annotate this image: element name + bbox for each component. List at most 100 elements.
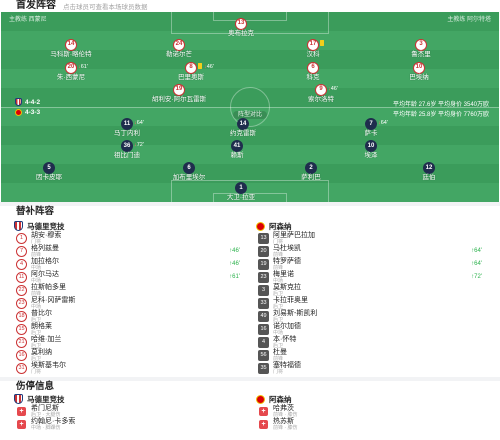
substitution-in-time: ↑64' [471, 261, 482, 267]
home-player[interactable]: 17 汉科 [273, 39, 353, 59]
home-team-name: 马德里竞技 [27, 221, 65, 231]
home-player[interactable]: 8 巴里奥斯 ↓46' [151, 62, 231, 82]
home-sub-row[interactable]: 7 格列兹曼 前锋 ↑46' [14, 245, 244, 258]
home-sub-row[interactable]: 16 莫利纳 后卫 [14, 349, 244, 362]
atletico-crest-icon [14, 221, 23, 231]
substitution-out-label: ↓64' [134, 120, 144, 126]
player-name: 埃泽 [364, 152, 378, 159]
substitution-out-label: ↓72' [134, 142, 144, 148]
goal-box-bottom [213, 193, 287, 202]
penalty-box-top [171, 12, 329, 34]
home-player[interactable]: 6 科克 [273, 62, 353, 82]
away-player[interactable]: 36 祖比门迪 ↓72' [87, 140, 167, 160]
player-name: 热苏斯 [273, 418, 294, 425]
home-team-header[interactable]: 马德里竞技 [14, 220, 244, 232]
injury-reason: 前锋 · 膝伤 [273, 424, 298, 431]
lineup-hint: 点击球员可查看本场球员数据 [63, 4, 148, 11]
away-player[interactable]: 14 约克雷斯 [203, 118, 283, 138]
away-injury-row[interactable]: + 热苏斯 前锋 · 膝伤 [256, 418, 486, 431]
away-team-header[interactable]: 阿森纳 [256, 220, 486, 232]
player-position: 中场 [31, 303, 42, 310]
away-sub-row[interactable]: 49 刘易斯-斯凯利 后卫 [256, 310, 486, 323]
center-label: 阵型对比 [1, 103, 499, 121]
sub-out-arrow-icon: ↓ [204, 64, 207, 70]
home-sub-row[interactable]: 1 胡安·穆索 门将 [14, 232, 244, 245]
player-number-badge: 35 [258, 363, 269, 374]
away-injury-team-header[interactable]: 阿森纳 [256, 393, 486, 405]
player-number-badge: 14 [65, 39, 77, 51]
away-player[interactable]: 41 赖斯 [197, 140, 277, 160]
player-name: 巴埃纳 [409, 74, 429, 81]
player-position: 后卫 [273, 303, 284, 310]
home-sub-row[interactable]: 22 拉斯帕多里 前锋 [14, 284, 244, 297]
player-name: 马丁内利 [114, 130, 140, 137]
away-player[interactable]: 7 萨卡 ↓64' [331, 118, 411, 138]
home-sub-row[interactable]: 15 朗格莱 后卫 [14, 323, 244, 336]
home-player[interactable]: 13 奥布拉克 [201, 18, 281, 38]
home-injuries-column: 马德里竞技 + 希门尼斯 后卫 · 大腿伤 + 约翰尼·卡多索 中场 · 脚踝伤 [14, 393, 244, 431]
away-sub-row[interactable]: 4 本·怀特 后卫 [256, 336, 486, 349]
player-name: 埃斯基韦尔 [31, 362, 66, 369]
away-player[interactable]: 12 廷伯 [389, 162, 469, 182]
player-number-badge: 5 [43, 162, 55, 174]
home-injury-row[interactable]: + 约翰尼·卡多索 中场 · 脚踝伤 [14, 418, 244, 431]
sub-out-arrow-icon: ↓ [328, 86, 331, 92]
section-title-lineup: 首发阵容 [16, 0, 56, 11]
player-name: 特罗萨德 [273, 258, 301, 265]
player-name: 诺尔加德 [273, 323, 301, 330]
away-player[interactable]: 6 加布里埃尔 [149, 162, 229, 182]
section-title-subs: 替补阵容 [16, 206, 55, 217]
away-injury-row[interactable]: + 哈弗茨 前锋 · 膝伤 [256, 405, 486, 418]
home-player[interactable]: 24 勒诺尔芒 [139, 39, 219, 59]
home-player[interactable]: 20 朱·西蒙尼 ↓61' [31, 62, 111, 82]
player-name: 塞特福德 [273, 362, 301, 369]
away-player[interactable]: 11 马丁内利 ↓64' [87, 118, 167, 138]
player-number-badge: 31 [16, 363, 27, 374]
home-sub-row[interactable]: 4 加拉格尔 中场 ↑46' [14, 258, 244, 271]
player-number-badge: 19 [173, 84, 185, 96]
home-sub-row[interactable]: 31 埃斯基韦尔 门将 [14, 362, 244, 375]
player-position: 后卫 [31, 329, 42, 336]
home-sub-row[interactable]: 18 普比尔 后卫 [14, 310, 244, 323]
away-sub-row[interactable]: 35 塞特福德 门将 [256, 362, 486, 375]
home-injury-team-header[interactable]: 马德里竞技 [14, 393, 244, 405]
home-player[interactable]: 10 巴埃纳 [379, 62, 459, 82]
away-sub-row[interactable]: 33 卡拉菲奥里 后卫 [256, 297, 486, 310]
home-player[interactable]: 3 鲁杰里 [381, 39, 461, 59]
away-sub-row[interactable]: 19 特罗萨德 前锋 ↑64' [256, 258, 486, 271]
away-player[interactable]: 10 埃泽 [331, 140, 411, 160]
player-name: 朱·西蒙尼 [56, 74, 86, 81]
home-sub-row[interactable]: 21 哈维·加兰 后卫 [14, 336, 244, 349]
player-name: 约翰尼·卡多索 [31, 418, 76, 425]
player-number-badge: 20 [65, 62, 77, 74]
away-sub-row[interactable]: 20 马杜埃凯 前锋 ↑64' [256, 245, 486, 258]
player-position: 后卫 [31, 355, 42, 362]
player-name: 索尔洛特 [308, 96, 334, 103]
away-sub-row[interactable]: 56 杜曼 前锋 [256, 349, 486, 362]
away-player[interactable]: 1 大卫·拉亚 [201, 182, 281, 202]
home-player[interactable]: 19 胡利安·阿尔瓦雷斯 [139, 84, 219, 104]
home-player[interactable]: 14 马科斯·略伦特 [31, 39, 111, 59]
arsenal-crest-icon [256, 394, 265, 404]
away-sub-row[interactable]: 23 梅里诺 中场 ↑72' [256, 271, 486, 284]
away-subs-column: 阿森纳 13 阿里萨巴拉加 门将 20 马杜埃凯 前锋 ↑64' 19 特罗萨德 前锋 ↑64' 23… [256, 220, 486, 375]
player-number-badge: 41 [231, 140, 243, 152]
home-player[interactable]: 9 索尔洛特 ↓46' [281, 84, 361, 104]
home-injury-row[interactable]: + 希门尼斯 后卫 · 大腿伤 [14, 405, 244, 418]
away-player[interactable]: 2 萨利巴 [271, 162, 351, 182]
player-name: 尼科·冈萨雷斯 [31, 297, 76, 304]
injury-icon: + [259, 407, 268, 416]
player-position: 中场 [31, 264, 42, 271]
home-sub-row[interactable]: 23 尼科·冈萨雷斯 中场 [14, 297, 244, 310]
player-number-badge: 49 [258, 311, 269, 322]
home-sub-row[interactable]: 11 阿尔马达 中场 ↑61' [14, 271, 244, 284]
player-number-badge: 13 [235, 18, 247, 30]
home-formation-label: 4-4-2 [25, 98, 41, 106]
substitution-in-time: ↑46' [229, 261, 240, 267]
substitution-in-time: ↑72' [471, 274, 482, 280]
away-player[interactable]: 5 因卡皮耶 [9, 162, 89, 182]
away-sub-row[interactable]: 13 阿里萨巴拉加 门将 [256, 232, 486, 245]
player-name: 马科斯·略伦特 [50, 51, 92, 58]
away-sub-row[interactable]: 16 诺尔加德 中场 [256, 323, 486, 336]
away-sub-row[interactable]: 3 莫斯克拉 后卫 [256, 284, 486, 297]
